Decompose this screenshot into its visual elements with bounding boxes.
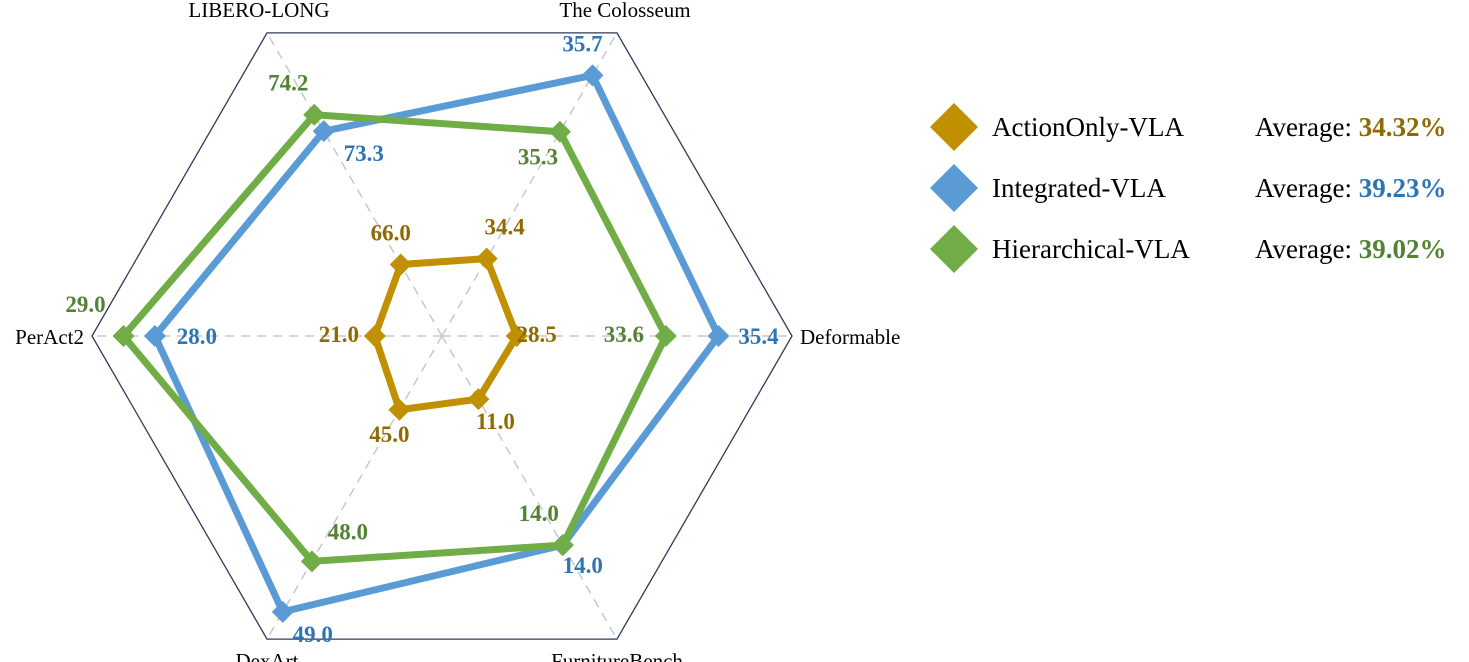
legend-marker-integrated-vla: [930, 164, 978, 212]
value-label-hierarchical-vla-libero-long: 74.2: [268, 71, 308, 96]
value-label-actiononly-vla-deformable: 28.5: [517, 322, 557, 347]
axis-title-deformable: Deformable: [800, 325, 900, 349]
legend-item-actiononly-vla: ActionOnly-VLA Average: 34.32%: [930, 103, 1446, 151]
value-label-hierarchical-vla-deformable: 33.6: [604, 322, 644, 347]
axis-title-dexart: DexArt: [236, 649, 299, 662]
marker-integrated-vla-libero-long: [312, 120, 335, 143]
marker-integrated-vla-dexart: [271, 600, 294, 623]
radar-spoke-the-colosseum: [441, 32, 618, 337]
axis-title-peract2: PerAct2: [15, 325, 84, 349]
marker-actiononly-vla-dexart: [388, 398, 411, 421]
marker-hierarchical-vla-furniturebench: [551, 534, 574, 557]
legend-marker-hierarchical-vla: [930, 225, 978, 273]
legend-average-integrated-vla: Average: 39.23%: [1255, 173, 1446, 203]
legend-average-prefix: Average:: [1255, 173, 1359, 203]
marker-hierarchical-vla-dexart: [300, 550, 323, 573]
axis-titles: LIBERO-LONG The Colosseum Deformable Furnit…: [15, 0, 900, 662]
marker-hierarchical-vla-the-colosseum: [548, 120, 571, 143]
value-label-hierarchical-vla-dexart: 48.0: [328, 519, 368, 544]
legend-average-value-integrated-vla: 39.23%: [1359, 173, 1447, 203]
legend-item-hierarchical-vla: Hierarchical-VLA Average: 39.02%: [930, 225, 1446, 273]
radar-outer-hexagon: [91, 32, 793, 640]
value-label-integrated-vla-dexart: 49.0: [293, 622, 333, 647]
legend-average-prefix: Average:: [1255, 112, 1359, 142]
series-hierarchical-vla: [112, 103, 677, 573]
value-labels: 66.0 34.4 28.5 11.0 45.0 21.0 73.3 35.7 35.4 14.0…: [65, 31, 779, 647]
legend-average-actiononly-vla: Average: 34.32%: [1255, 112, 1446, 142]
marker-actiononly-vla-peract2: [363, 325, 386, 347]
legend-average-value-hierarchical-vla: 39.02%: [1359, 234, 1447, 264]
series-line-actiononly-vla: [371, 254, 521, 414]
series-actiononly-vla: [363, 247, 528, 421]
value-label-integrated-vla-deformable: 35.4: [738, 324, 779, 349]
value-label-hierarchical-vla-the-colosseum: 35.3: [518, 145, 558, 170]
value-label-integrated-vla-peract2: 28.0: [177, 324, 217, 349]
axis-title-the-colosseum: The Colosseum: [559, 0, 690, 22]
marker-hierarchical-vla-peract2: [112, 325, 135, 347]
legend-average-prefix: Average:: [1255, 234, 1359, 264]
value-label-actiononly-vla-libero-long: 66.0: [371, 221, 411, 246]
value-label-actiononly-vla-dexart: 45.0: [369, 422, 409, 447]
marker-actiononly-vla-the-colosseum: [475, 247, 498, 270]
marker-actiononly-vla-furniturebench: [467, 388, 490, 411]
legend-average-hierarchical-vla: Average: 39.02%: [1255, 234, 1446, 264]
marker-integrated-vla-peract2: [143, 325, 166, 347]
legend-label-actiononly-vla: ActionOnly-VLA: [992, 112, 1184, 142]
marker-integrated-vla-deformable: [707, 325, 730, 347]
marker-actiononly-vla-deformable: [505, 325, 528, 347]
marker-hierarchical-vla-libero-long: [303, 103, 326, 126]
value-label-actiononly-vla-furniturebench: 11.0: [476, 409, 515, 434]
marker-integrated-vla-the-colosseum: [581, 64, 604, 87]
legend-item-integrated-vla: Integrated-VLA Average: 39.23%: [930, 164, 1446, 212]
radar-spoke-dexart: [266, 335, 443, 640]
legend: ActionOnly-VLA Average: 34.32% Integrated-…: [930, 103, 1446, 273]
legend-marker-actiononly-vla: [930, 103, 978, 151]
radar-spoke-libero-long: [266, 32, 443, 337]
marker-hierarchical-vla-deformable: [654, 325, 677, 347]
legend-label-hierarchical-vla: Hierarchical-VLA: [992, 234, 1190, 264]
value-label-actiononly-vla-peract2: 21.0: [319, 322, 359, 347]
value-label-actiononly-vla-the-colosseum: 34.4: [485, 215, 526, 240]
radar-spoke-furniturebench: [441, 335, 618, 640]
value-label-integrated-vla-the-colosseum: 35.7: [562, 31, 602, 56]
axis-title-furniturebench: FurnitureBench: [551, 649, 683, 662]
axis-title-libero-long: LIBERO-LONG: [188, 0, 329, 22]
value-label-hierarchical-vla-furniturebench: 14.0: [519, 501, 559, 526]
legend-label-integrated-vla: Integrated-VLA: [992, 173, 1166, 203]
radar-series: [112, 64, 730, 623]
marker-actiononly-vla-libero-long: [389, 253, 412, 276]
value-label-integrated-vla-libero-long: 73.3: [344, 141, 384, 166]
value-label-hierarchical-vla-peract2: 29.0: [65, 292, 105, 317]
value-label-integrated-vla-furniturebench: 14.0: [563, 553, 603, 578]
legend-average-value-actiononly-vla: 34.32%: [1359, 112, 1447, 142]
